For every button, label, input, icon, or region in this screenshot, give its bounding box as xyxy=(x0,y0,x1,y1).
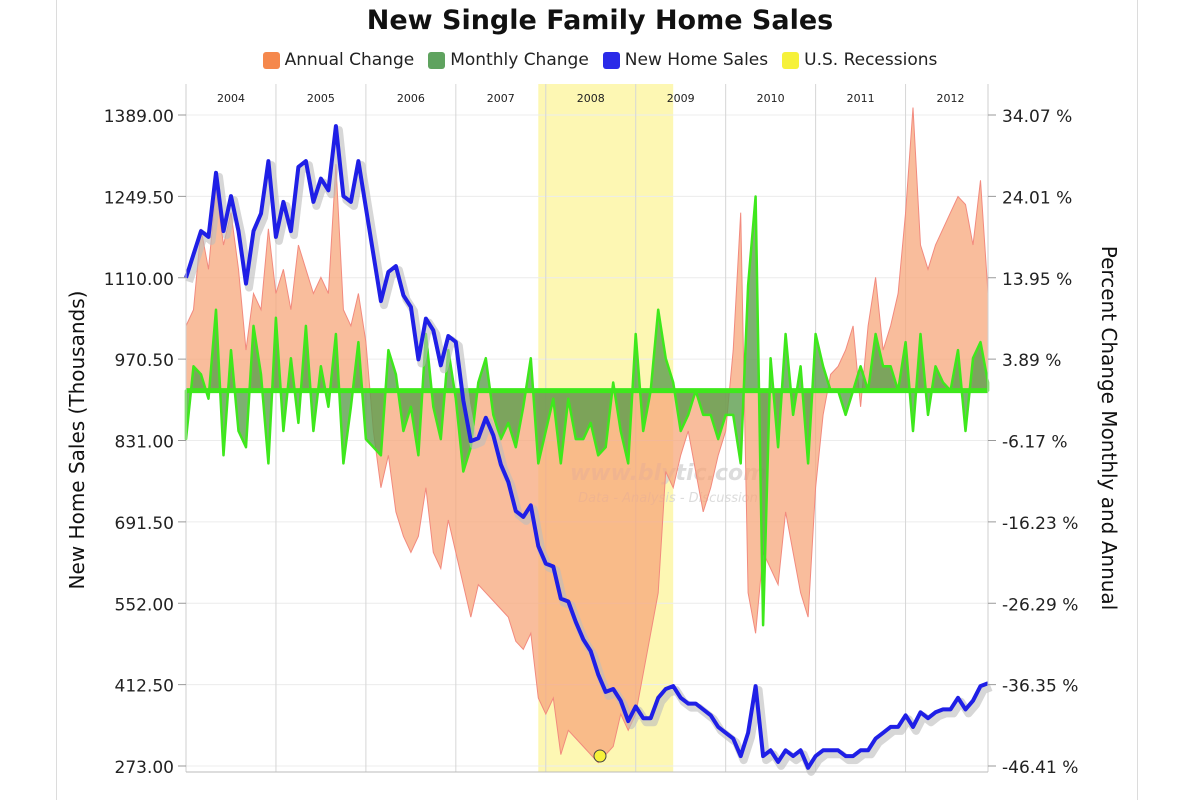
legend-item-monthly-change[interactable]: Monthly Change xyxy=(428,50,589,70)
y-tick-label-right: -6.17 % xyxy=(1002,433,1068,453)
y-tick-label-left: 831.00 xyxy=(115,433,174,453)
legend-label-recessions: U.S. Recessions xyxy=(804,50,938,70)
year-label: 2004 xyxy=(217,92,245,105)
legend-item-annual-change[interactable]: Annual Change xyxy=(262,50,415,70)
year-label: 2005 xyxy=(307,92,335,105)
legend-label-annual-change: Annual Change xyxy=(284,50,415,70)
year-label: 2008 xyxy=(577,92,605,105)
y-tick-label-left: 552.00 xyxy=(115,595,174,615)
year-label: 2007 xyxy=(487,92,515,105)
y-tick-label-right: 24.01 % xyxy=(1002,188,1072,208)
y-tick-label-right: -46.41 % xyxy=(1002,758,1078,778)
legend-label-monthly-change: Monthly Change xyxy=(450,50,589,70)
y-tick-label-right: -36.35 % xyxy=(1002,677,1078,697)
legend-swatch-new-home-sales xyxy=(602,51,620,69)
y-tick-label-left: 1110.00 xyxy=(104,270,174,290)
y-tick-label-left: 691.50 xyxy=(115,514,174,534)
legend-item-new-home-sales[interactable]: New Home Sales xyxy=(602,50,769,70)
frame-left-border xyxy=(56,0,57,800)
legend-swatch-recessions xyxy=(782,51,800,69)
legend-label-new-home-sales: New Home Sales xyxy=(624,50,769,70)
y-tick-label-right: -26.29 % xyxy=(1002,595,1078,615)
chart-title: New Single Family Home Sales xyxy=(366,5,834,36)
monthly-change-area xyxy=(184,195,990,627)
annual-change-area xyxy=(185,107,989,764)
new-home-sales-line xyxy=(184,124,989,770)
event-marker[interactable] xyxy=(593,749,607,763)
y-axis-title-left: New Home Sales (Thousands) xyxy=(65,291,89,590)
y-tick-label-left: 273.00 xyxy=(115,758,174,778)
year-label: 2006 xyxy=(397,92,425,105)
y-tick-label-right: 13.95 % xyxy=(1002,270,1072,290)
legend-item-recessions[interactable]: U.S. Recessions xyxy=(782,50,937,70)
year-label: 2011 xyxy=(847,92,875,105)
legend-swatch-monthly-change xyxy=(428,51,446,69)
chart-legend: Annual Change Monthly Change New Home Sa… xyxy=(0,50,1200,70)
y-tick-label-right: -16.23 % xyxy=(1002,514,1078,534)
y-tick-label-right: 34.07 % xyxy=(1002,107,1072,127)
y-tick-label-right: 3.89 % xyxy=(1002,351,1061,371)
y-tick-label-left: 1249.50 xyxy=(104,188,174,208)
y-axis-title-right: Percent Change Monthly and Annual xyxy=(1097,246,1121,610)
frame-right-border xyxy=(1137,0,1138,800)
year-label: 2009 xyxy=(667,92,695,105)
y-tick-label-left: 970.50 xyxy=(115,351,174,371)
year-label: 2012 xyxy=(937,92,965,105)
year-label: 2010 xyxy=(757,92,785,105)
y-tick-label-left: 412.50 xyxy=(115,677,174,697)
y-tick-label-left: 1389.00 xyxy=(104,107,174,127)
legend-swatch-annual-change xyxy=(262,51,280,69)
